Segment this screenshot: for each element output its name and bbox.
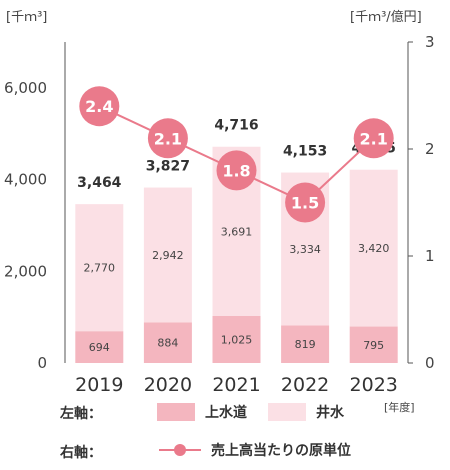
- bar-label-water-supply: 884: [157, 337, 178, 350]
- x-tick-label: 2019: [75, 374, 123, 396]
- bar-label-well-water: 3,334: [289, 243, 321, 256]
- left-axis-tick-label: 0: [37, 354, 47, 372]
- legend-left-axis-row: 左軸：: [60, 403, 102, 423]
- left-axis-unit: [千ｍ³]: [6, 10, 48, 25]
- right-axis-unit: [千ｍ³/億円]: [350, 10, 422, 25]
- bar-well-water: [349, 169, 398, 327]
- bar-label-water-supply: 1,025: [221, 333, 253, 346]
- bar-label-water-supply: 795: [363, 339, 384, 352]
- x-tick-label: 2022: [281, 374, 329, 396]
- bar-total-label: 3,464: [77, 175, 122, 191]
- legend-label-unit-cost: 売上高当たりの原単位: [211, 443, 351, 459]
- legend-item-well-water: 井水: [268, 402, 344, 422]
- bar-water-supply: [143, 322, 192, 363]
- unit-cost-label: 2.1: [360, 129, 388, 148]
- legend-item-unit-cost: 売上高当たりの原単位: [157, 440, 351, 460]
- legend-right-axis-row: 右軸：: [60, 442, 102, 462]
- legend-marker-unit-cost: [159, 444, 201, 456]
- unit-cost-point: [147, 118, 188, 159]
- bar-water-supply: [349, 326, 398, 363]
- right-axis-tick-label: 2: [425, 140, 435, 158]
- bar-label-well-water: 3,420: [358, 242, 390, 255]
- right-axis-tick-label: 3: [425, 33, 435, 51]
- bar-water-supply: [75, 331, 124, 363]
- unit-cost-label: 1.5: [291, 194, 319, 213]
- unit-cost-label: 2.1: [154, 129, 182, 148]
- legend-right-axis-label: 右軸：: [60, 445, 102, 461]
- bar-well-water: [75, 204, 124, 332]
- unit-cost-point: [353, 118, 394, 159]
- bar-total-label: 4,153: [283, 144, 327, 160]
- legend-label-well-water: 井水: [316, 405, 344, 421]
- right-axis-tick-label: 0: [425, 354, 435, 372]
- x-axis-unit: [年度]: [384, 401, 415, 414]
- x-tick-label: 2021: [212, 374, 260, 396]
- legend-item-water-supply: 上水道: [157, 402, 247, 422]
- bar-label-well-water: 2,942: [152, 249, 184, 262]
- legend-swatch-well-water: [268, 403, 306, 421]
- bar-label-well-water: 3,691: [221, 225, 253, 238]
- unit-cost-label: 1.8: [222, 161, 250, 180]
- bar-label-water-supply: 694: [89, 341, 110, 354]
- unit-cost-point: [216, 150, 257, 191]
- right-axis-tick-label: 1: [425, 247, 435, 265]
- bar-total-label: 3,827: [146, 159, 190, 175]
- bar-water-supply: [281, 325, 330, 363]
- bar-total-label: 4,716: [214, 118, 258, 134]
- bar-label-water-supply: 819: [295, 338, 316, 351]
- x-tick-label: 2023: [350, 374, 398, 396]
- legend-label-water-supply: 上水道: [205, 405, 247, 421]
- bar-label-well-water: 2,770: [84, 262, 116, 275]
- unit-cost-point: [79, 86, 120, 127]
- left-axis-tick-label: 2,000: [4, 262, 47, 280]
- x-tick-label: 2020: [144, 374, 192, 396]
- bar-water-supply: [212, 315, 261, 363]
- unit-cost-point: [285, 182, 326, 223]
- bar-well-water: [143, 187, 192, 323]
- legend-left-axis-label: 左軸：: [60, 406, 102, 422]
- left-axis-tick-label: 6,000: [4, 79, 47, 97]
- unit-cost-label: 2.4: [85, 97, 113, 116]
- left-axis-tick-label: 4,000: [4, 171, 47, 189]
- legend-swatch-water-supply: [157, 403, 195, 421]
